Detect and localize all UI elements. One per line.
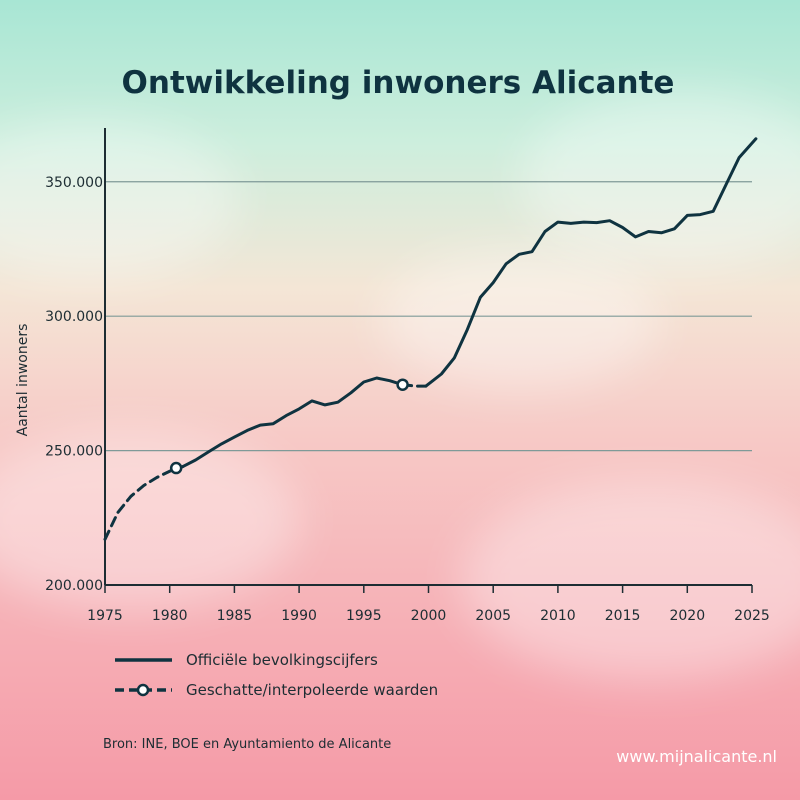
y-tick-label: 250.000 [45, 444, 103, 460]
x-tick-label: 1985 [217, 608, 253, 624]
x-tick-label: 1990 [281, 608, 317, 624]
y-tick-label: 350.000 [45, 175, 103, 191]
series-lines [103, 137, 758, 541]
gridlines [105, 181, 752, 452]
source-note: Bron: INE, BOE en Ayuntamiento de Alican… [103, 737, 391, 752]
series-line-official [424, 137, 758, 388]
legend: Officiële bevolkingscijfers Geschatte/in… [115, 651, 438, 699]
legend-label-estimated: Geschatte/interpoleerde waarden [186, 681, 438, 699]
x-tick-label: 2010 [540, 608, 576, 624]
x-tick-label: 2025 [734, 608, 770, 624]
x-tick-label: 2000 [411, 608, 447, 624]
legend-label-official: Officiële bevolkingscijfers [186, 651, 378, 669]
data-point-marker [169, 461, 183, 475]
axes [104, 128, 752, 586]
x-tick-label: 2015 [605, 608, 641, 624]
y-tick-label: 200.000 [45, 578, 103, 594]
x-axis-ticks: 1975 1980 1985 1990 1995 2000 2005 2010 2015 2020… [87, 585, 770, 624]
website-watermark: www.mijnalicante.nl [616, 747, 777, 766]
x-tick-label: 2005 [475, 608, 511, 624]
legend-marker-estimated [136, 683, 150, 697]
y-axis-label: Aantal inwoners [15, 324, 31, 437]
series-line-estimated [103, 465, 185, 541]
y-axis-ticks: 200.000 250.000 300.000 350.000 [45, 175, 103, 594]
x-tick-label: 1980 [152, 608, 188, 624]
x-tick-label: 1995 [346, 608, 382, 624]
y-tick-label: 300.000 [45, 309, 103, 325]
series-line-official [181, 376, 405, 469]
data-point-marker [396, 378, 409, 391]
x-tick-label: 1975 [87, 608, 123, 624]
chart-title: Ontwikkeling inwoners Alicante [122, 65, 675, 101]
x-tick-label: 2020 [669, 608, 705, 624]
